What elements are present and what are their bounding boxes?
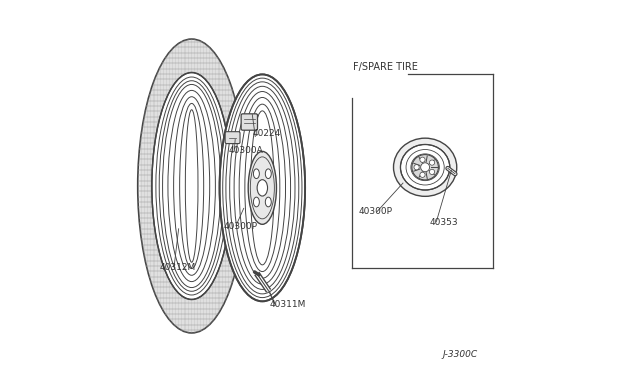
Text: 40300A: 40300A [229,145,264,154]
Text: F/SPARE TIRE: F/SPARE TIRE [353,62,419,72]
Ellipse shape [420,157,425,162]
Ellipse shape [266,197,271,207]
Ellipse shape [401,144,450,190]
Text: 40353: 40353 [429,218,458,227]
Ellipse shape [257,180,268,196]
Ellipse shape [412,155,438,180]
Ellipse shape [248,151,276,224]
Ellipse shape [253,169,259,179]
Text: 40312M: 40312M [159,263,196,272]
Text: 40224: 40224 [253,129,282,138]
Ellipse shape [429,160,435,165]
Ellipse shape [429,169,435,174]
FancyBboxPatch shape [225,132,240,144]
Ellipse shape [253,197,259,207]
Ellipse shape [414,165,419,170]
Ellipse shape [420,172,425,177]
Text: J-3300C: J-3300C [443,350,478,359]
Ellipse shape [266,169,271,179]
Ellipse shape [152,73,232,299]
Text: 40311M: 40311M [270,300,306,309]
Ellipse shape [394,138,457,196]
Text: 40300P: 40300P [359,207,393,216]
Ellipse shape [220,74,305,301]
Ellipse shape [138,39,246,333]
FancyBboxPatch shape [241,114,257,130]
Ellipse shape [420,163,429,172]
Text: 40300P: 40300P [223,222,257,231]
